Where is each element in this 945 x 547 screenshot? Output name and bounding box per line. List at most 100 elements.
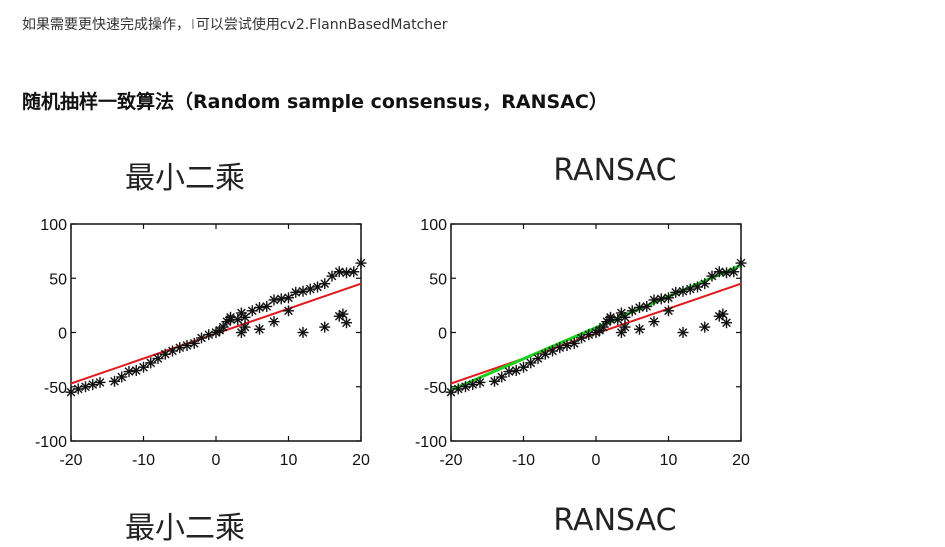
- data-point: [684, 283, 696, 295]
- y-tick-label: -50: [44, 380, 67, 397]
- data-point: [597, 321, 609, 333]
- x-tick-label: -10: [512, 452, 535, 469]
- data-point: [728, 266, 740, 278]
- y-tick-label: 100: [420, 217, 447, 234]
- data-point: [717, 308, 729, 320]
- y-tick-label: -100: [415, 434, 447, 451]
- data-point: [554, 342, 566, 354]
- data-point: [319, 321, 331, 333]
- data-point: [254, 302, 265, 314]
- data-point: [239, 311, 251, 323]
- data-point: [94, 376, 106, 388]
- data-point: [605, 313, 616, 325]
- data-point: [145, 357, 157, 369]
- data-point: [619, 321, 631, 333]
- intro-text: 如果需要更快速完成操作，I可以尝试使用cv2.FlannBasedMatcher: [22, 14, 448, 34]
- data-point: [152, 353, 164, 365]
- data-point: [188, 337, 200, 349]
- data-point: [496, 371, 508, 383]
- y-tick-label: 50: [49, 271, 67, 288]
- data-point: [116, 371, 128, 383]
- data-point: [290, 286, 302, 298]
- data-point: [341, 317, 352, 329]
- data-point: [355, 257, 367, 269]
- y-tick-label: 100: [40, 217, 67, 234]
- x-tick-label: -20: [439, 452, 462, 469]
- data-point: [670, 286, 682, 298]
- y-tick-label: 50: [429, 271, 447, 288]
- data-point: [239, 321, 251, 333]
- data-point: [109, 375, 120, 387]
- data-point: [174, 342, 186, 354]
- x-tick-label: 0: [592, 452, 601, 469]
- x-tick-label: 10: [660, 452, 678, 469]
- data-point: [123, 366, 135, 378]
- x-tick-label: 20: [732, 452, 750, 469]
- data-point: [663, 292, 674, 304]
- data-point: [348, 266, 360, 278]
- data-point: [283, 292, 294, 304]
- data-point: [167, 345, 178, 357]
- x-tick-label: -10: [132, 452, 155, 469]
- data-point: [518, 361, 529, 373]
- x-tick-label: 20: [352, 452, 370, 469]
- data-point: [677, 327, 689, 338]
- data-point: [619, 311, 631, 323]
- y-tick-label: -100: [35, 434, 67, 451]
- data-point: [525, 357, 537, 369]
- data-point: [489, 375, 500, 387]
- data-point: [333, 266, 345, 278]
- data-point: [655, 293, 667, 305]
- data-point: [474, 376, 486, 388]
- data-point: [138, 361, 149, 373]
- data-point: [713, 266, 725, 278]
- data-point: [268, 316, 280, 328]
- data-point: [735, 257, 747, 269]
- y-tick-label: 0: [58, 326, 67, 343]
- y-tick-label: 0: [438, 326, 447, 343]
- data-point: [159, 348, 171, 360]
- data-point: [225, 313, 236, 325]
- data-point: [648, 294, 660, 306]
- data-point: [699, 321, 711, 333]
- data-point: [532, 353, 544, 365]
- data-point: [634, 302, 645, 314]
- data-point: [326, 270, 338, 282]
- data-point: [677, 285, 689, 297]
- chart-title-least-squares: 最小二乘: [125, 161, 245, 196]
- data-point: [503, 366, 515, 378]
- data-point: [568, 337, 580, 349]
- intro-before-cursor: 如果需要更快速完成操作，: [22, 17, 190, 33]
- data-point: [268, 294, 280, 306]
- caption-ransac: RANSAC: [553, 503, 677, 538]
- text-cursor-icon: I: [191, 18, 195, 33]
- data-point: [460, 381, 471, 393]
- data-point: [699, 278, 711, 290]
- data-point: [297, 327, 309, 338]
- y-tick-label: -50: [424, 380, 447, 397]
- section-title: 随机抽样一致算法（Random sample consensus，RANSAC）: [22, 91, 608, 113]
- data-point: [706, 270, 718, 282]
- data-point: [641, 300, 653, 312]
- caption-least-squares: 最小二乘: [125, 511, 245, 546]
- data-point: [304, 283, 316, 295]
- data-point: [261, 300, 273, 312]
- data-point: [80, 381, 91, 393]
- x-tick-label: 10: [280, 452, 298, 469]
- x-tick-label: 0: [212, 452, 221, 469]
- data-point: [275, 293, 287, 305]
- data-point: [283, 305, 294, 317]
- chart-title-ransac: RANSAC: [553, 153, 677, 188]
- intro-after-cursor: 可以尝试使用cv2.FlannBasedMatcher: [195, 17, 448, 33]
- data-point: [254, 323, 265, 335]
- data-point: [337, 308, 349, 320]
- data-point: [648, 316, 660, 328]
- data-point: [319, 278, 331, 290]
- data-point: [341, 267, 352, 279]
- data-point: [721, 317, 732, 329]
- x-tick-label: -20: [59, 452, 82, 469]
- data-point: [663, 305, 674, 317]
